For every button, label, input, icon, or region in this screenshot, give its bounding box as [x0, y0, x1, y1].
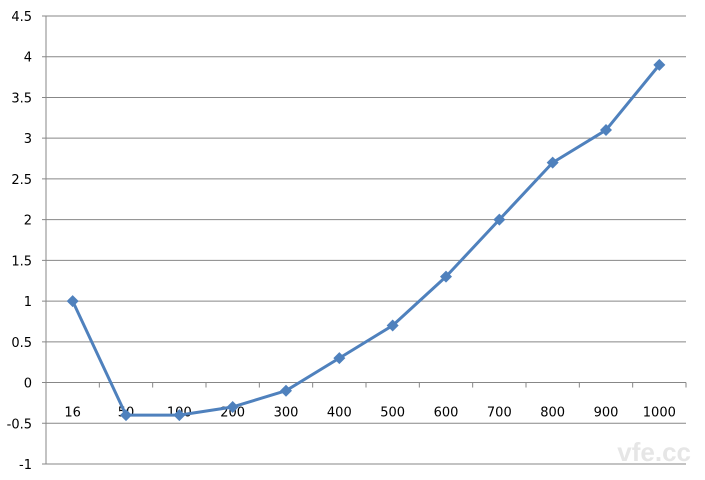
- y-tick-label: 4: [24, 51, 32, 66]
- y-tick-label: 4.5: [11, 10, 32, 25]
- data-point: [333, 352, 346, 365]
- y-tick-label: 3.5: [11, 91, 32, 106]
- data-point: [280, 384, 292, 397]
- data-point: [173, 409, 186, 422]
- data-point: [386, 319, 399, 332]
- data-point: [653, 58, 666, 71]
- data-point: [226, 400, 239, 413]
- x-tick-label: 900: [594, 406, 619, 421]
- y-tick-label: 0.5: [11, 336, 32, 351]
- x-tick-label: 16: [64, 406, 81, 421]
- y-tick-label: 1: [24, 295, 32, 310]
- x-tick-label: 400: [327, 406, 352, 421]
- x-tick-label: 300: [274, 406, 299, 421]
- y-tick-label: 1.5: [11, 254, 32, 269]
- x-tick-label: 1000: [643, 406, 676, 421]
- x-tick-label: 800: [540, 406, 565, 421]
- y-tick-label: 0: [24, 377, 32, 392]
- x-tick-label: 700: [487, 406, 512, 421]
- data-point: [120, 409, 132, 422]
- series-line: [71, 63, 661, 417]
- x-tick-label: 600: [434, 406, 459, 421]
- y-tick-label: -0.5: [7, 417, 32, 432]
- data-point: [440, 270, 452, 283]
- x-tick-label: 500: [380, 406, 405, 421]
- y-tick-label: 3: [24, 132, 32, 147]
- y-tick-label: 2: [24, 214, 32, 229]
- data-point: [546, 156, 559, 169]
- data-point: [493, 213, 506, 226]
- data-point: [600, 124, 612, 137]
- data-point: [66, 295, 79, 308]
- watermark: vfe.cc: [617, 437, 691, 467]
- y-tick-label: -1: [19, 458, 32, 473]
- y-tick-label: 2.5: [11, 173, 32, 188]
